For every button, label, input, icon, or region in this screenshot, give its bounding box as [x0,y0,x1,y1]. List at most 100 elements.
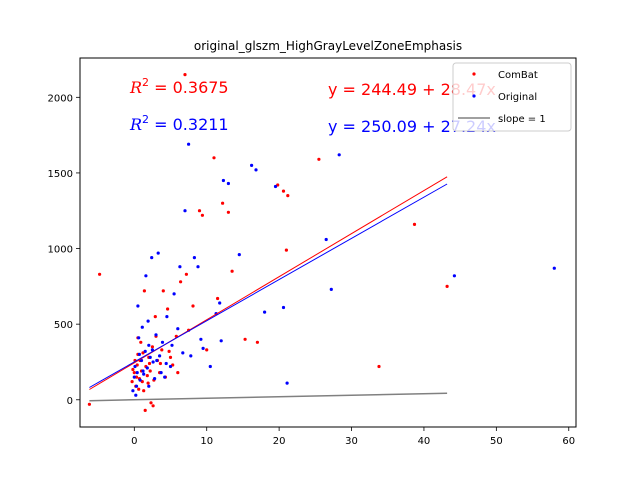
combat-point [205,348,209,352]
original-point [132,375,136,379]
original-point [218,301,222,305]
combat-point [183,73,187,77]
combat-point [137,387,141,391]
combat-point [286,194,290,198]
combat-point [130,380,134,384]
combat-point [98,272,102,276]
plot-area [87,73,556,412]
original-point [147,343,151,347]
combat-point [134,375,139,379]
combat-point [412,222,417,226]
combat-point [281,189,286,193]
original-point [237,253,241,257]
combat-point [445,284,449,288]
original-point [155,358,159,363]
original-point [141,369,145,373]
x-axis: 0 10 20 30 40 50 60 [131,427,575,447]
combat-point [87,402,91,406]
original-point [324,237,328,242]
chart-title: original_glszm_HighGrayLevelZoneEmphasis [194,39,462,53]
combat-point [139,340,143,344]
combat-point [150,345,154,349]
combat-point [191,304,195,308]
legend-combat-marker [472,72,476,76]
original-point [134,393,138,397]
original-point [172,292,176,296]
original-point [552,266,556,270]
combat-point [166,307,170,311]
y-tick-label: 1000 [48,245,73,256]
legend-original-label: Original [498,92,537,103]
x-tick-label: 40 [418,436,431,447]
original-point [154,333,158,337]
original-point [131,389,135,393]
original-point [199,337,203,341]
original-point [144,274,148,278]
combat-r2-annotation: R2 = 0.3675 [129,76,229,97]
original-point [183,209,187,213]
original-point [165,315,169,319]
legend: ComBat Original slope = 1 [452,62,572,132]
legend-box [452,62,572,132]
original-point [281,305,286,310]
original-point [337,153,341,157]
original-point [164,361,168,366]
original-point [219,339,223,343]
original-point [254,168,258,172]
original-point [159,371,163,375]
original-point [196,265,200,269]
original-point [142,372,146,376]
original-point [192,256,196,260]
combat-point [145,374,149,378]
original-point [170,343,174,347]
original-point [158,354,162,358]
y-tick-label: 0 [67,396,73,407]
combat-point [147,361,152,366]
combat-point [132,371,136,375]
combat-fit-line [89,176,448,390]
original-point [133,364,137,369]
x-tick-label: 10 [200,436,213,447]
original-point [137,352,141,356]
combat-point [131,367,135,372]
combat-point [176,371,180,375]
original-point [208,364,212,369]
original-point [143,349,147,353]
combat-point [230,269,234,273]
combat-point [200,213,204,217]
combat-point [168,355,173,359]
combat-point [377,364,381,369]
combat-point [151,404,155,408]
combat-point [243,337,247,341]
combat-point [317,157,321,161]
combat-point [142,289,146,293]
y-tick-label: 1500 [48,169,73,180]
combat-point [216,296,220,301]
original-point [137,336,141,340]
original-point [187,142,191,146]
legend-combat-label: ComBat [498,70,538,81]
original-point [176,327,180,331]
x-tick-label: 50 [490,436,503,447]
original-point [221,178,225,183]
original-point [150,256,154,260]
combat-point [160,348,164,352]
original-point [178,265,182,269]
original-point [134,384,139,388]
combat-point [284,248,288,252]
original-point [151,360,155,364]
original-point [136,304,140,308]
combat-point [158,361,162,366]
original-point [139,358,144,363]
slope-1-line [89,392,448,402]
original-point [181,351,185,355]
original-point [263,310,267,314]
original-point [226,181,230,186]
original-point [201,346,205,350]
x-tick-label: 0 [131,436,137,447]
combat-point [161,289,165,293]
x-tick-label: 30 [345,436,358,447]
combat-point [179,280,183,284]
legend-slope-label: slope = 1 [498,114,546,125]
